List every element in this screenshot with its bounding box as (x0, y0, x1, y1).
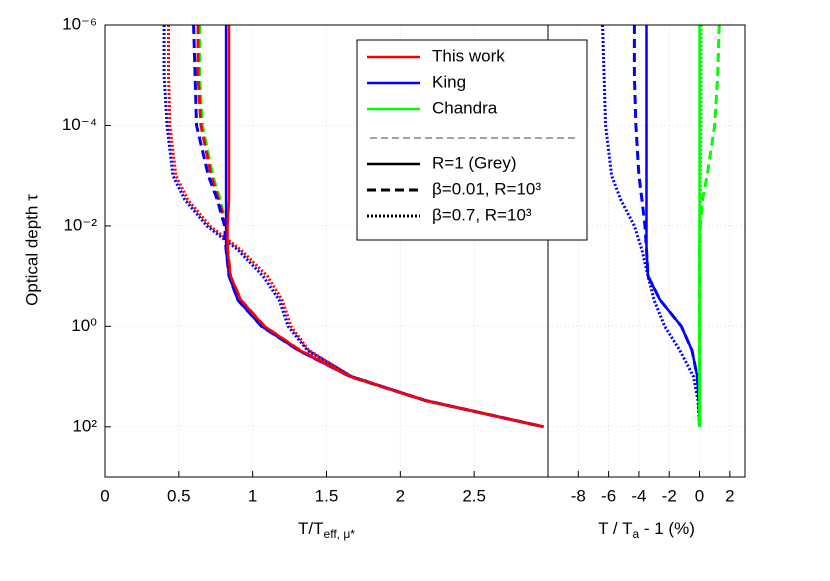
x-tick-label: 0 (695, 486, 704, 505)
y-axis-label: Optical depth τ (22, 194, 41, 306)
legend-box (356, 39, 588, 241)
x-tick-label: -8 (571, 486, 586, 505)
x-axis-label-part: T / T (598, 519, 632, 538)
x-tick-label: -6 (601, 486, 616, 505)
data-line (226, 25, 544, 429)
x-tick-label: 1 (248, 486, 257, 505)
y-tick-label: 10⁻² (63, 215, 97, 234)
x-tick-label: 0.5 (167, 486, 191, 505)
y-tick-label: 10⁻⁶ (62, 14, 97, 33)
plot-frame (547, 24, 746, 478)
data-line (632, 25, 702, 427)
x-axis-label: T / Ta - 1 (%) (598, 519, 695, 541)
legend-label: R=1 (Grey) (432, 153, 517, 172)
x-tick-label: 2 (725, 486, 734, 505)
legend-label: King (432, 72, 466, 91)
y-tick-label: 10² (72, 416, 97, 435)
legend-label: β=0.01, R=10³ (432, 179, 541, 198)
data-line (601, 24, 702, 427)
x-tick-label: 1.5 (315, 486, 339, 505)
x-axis-label-part: - 1 (%) (639, 519, 695, 538)
data-line (645, 25, 701, 427)
x-axis-label-part: a (632, 527, 639, 541)
legend-label: β=0.7, R=10³ (432, 205, 532, 224)
x-axis-label-part: eff, μ* (324, 527, 356, 541)
legend-label: Chandra (432, 98, 498, 117)
legend-label: This work (432, 46, 505, 65)
x-tick-label: -4 (631, 486, 646, 505)
y-tick-label: 10⁻⁴ (62, 115, 97, 134)
x-tick-label: 2 (396, 486, 405, 505)
x-tick-label: 0 (100, 486, 109, 505)
x-axis-label: T/Teff, μ* (298, 519, 355, 541)
x-tick-label: -2 (662, 486, 677, 505)
y-tick-label: 10⁰ (71, 316, 97, 335)
x-axis-label-part: T/T (298, 519, 324, 538)
x-tick-label: 2.5 (462, 486, 486, 505)
